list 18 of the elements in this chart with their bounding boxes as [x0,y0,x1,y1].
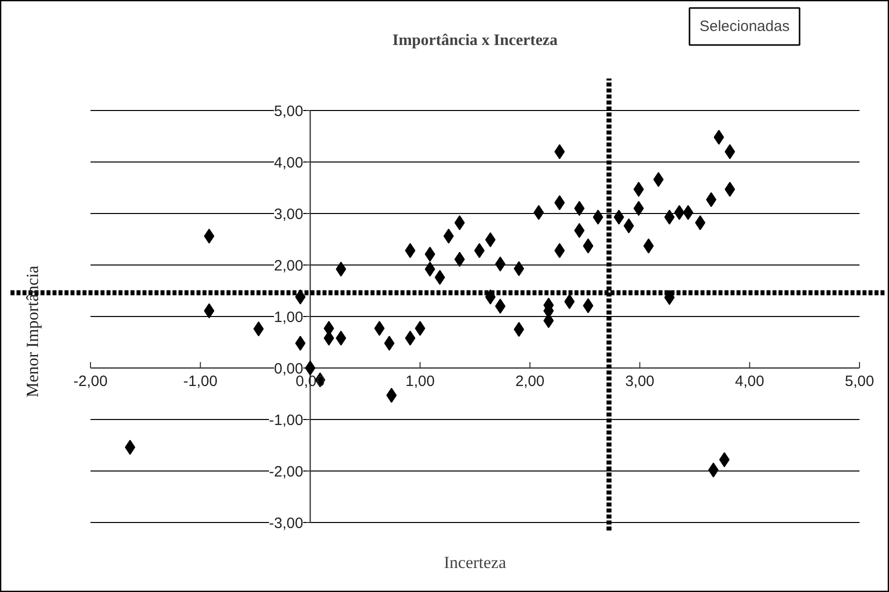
x-tick-label: -2,00 [73,373,108,390]
y-tick-label: -2,00 [269,464,304,480]
y-tick-label: -3,00 [269,515,304,532]
x-tick-label: 5,00 [844,373,874,390]
x-tick-label: -1,00 [183,373,218,390]
x-axis-title: Incerteza [444,553,507,572]
y-tick-label: 4,00 [274,154,304,172]
x-tick-label: 1,00 [405,373,435,390]
y-tick-label: 2,00 [274,258,304,274]
y-tick-label: 1,00 [274,309,304,326]
y-tick-label: 3,00 [274,206,304,223]
x-tick-label: 4,00 [735,373,764,390]
y-tick-label: -1,00 [269,412,304,429]
y-tick-label: 5,00 [274,103,304,120]
chart-title: Importância x Incerteza [392,32,558,49]
text: Selecionadas [700,18,790,35]
x-tick-label: 2,00 [515,373,545,390]
x-tick-label: 3,00 [625,373,654,390]
